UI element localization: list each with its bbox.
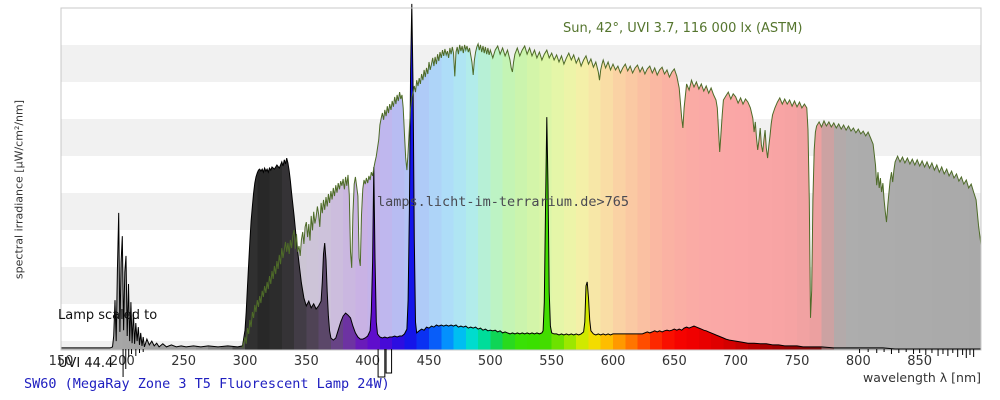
lamp-scaled-line2: UVI 44.4 [58, 356, 114, 371]
x-tick-label: 600 [600, 354, 626, 369]
x-tick-label: 850 [907, 354, 933, 369]
x-tick-label: 500 [477, 354, 503, 369]
lamp-scaled-annotation: Lamp scaled to UVI 44.4 9930 lx [58, 276, 157, 400]
x-tick-label: 350 [293, 354, 319, 369]
watermark-text: lamps.licht-im-terrarium.de>765 [377, 194, 629, 210]
sun-legend-label: Sun, 42°, UVI 3.7, 116 000 lx (ASTM) [563, 21, 803, 36]
x-tick-label: 150 [48, 354, 74, 369]
x-tick-label: 650 [661, 354, 687, 369]
x-tick-label: 700 [723, 354, 749, 369]
x-tick-label: 800 [845, 354, 871, 369]
x-tick-label: 550 [539, 354, 565, 369]
x-tick-label: 250 [171, 354, 197, 369]
x-tick-label: 300 [232, 354, 258, 369]
x-tick-label: 200 [109, 354, 135, 369]
x-tick-label: 750 [784, 354, 810, 369]
x-tick-label: 450 [416, 354, 442, 369]
x-tick-label: 400 [355, 354, 381, 369]
x-axis-label: wavelength λ [nm] [862, 370, 981, 385]
lamp-scaled-line1: Lamp scaled to [58, 308, 158, 323]
lamp-title: SW60 (MegaRay Zone 3 T5 Fluorescent Lamp… [24, 376, 390, 392]
